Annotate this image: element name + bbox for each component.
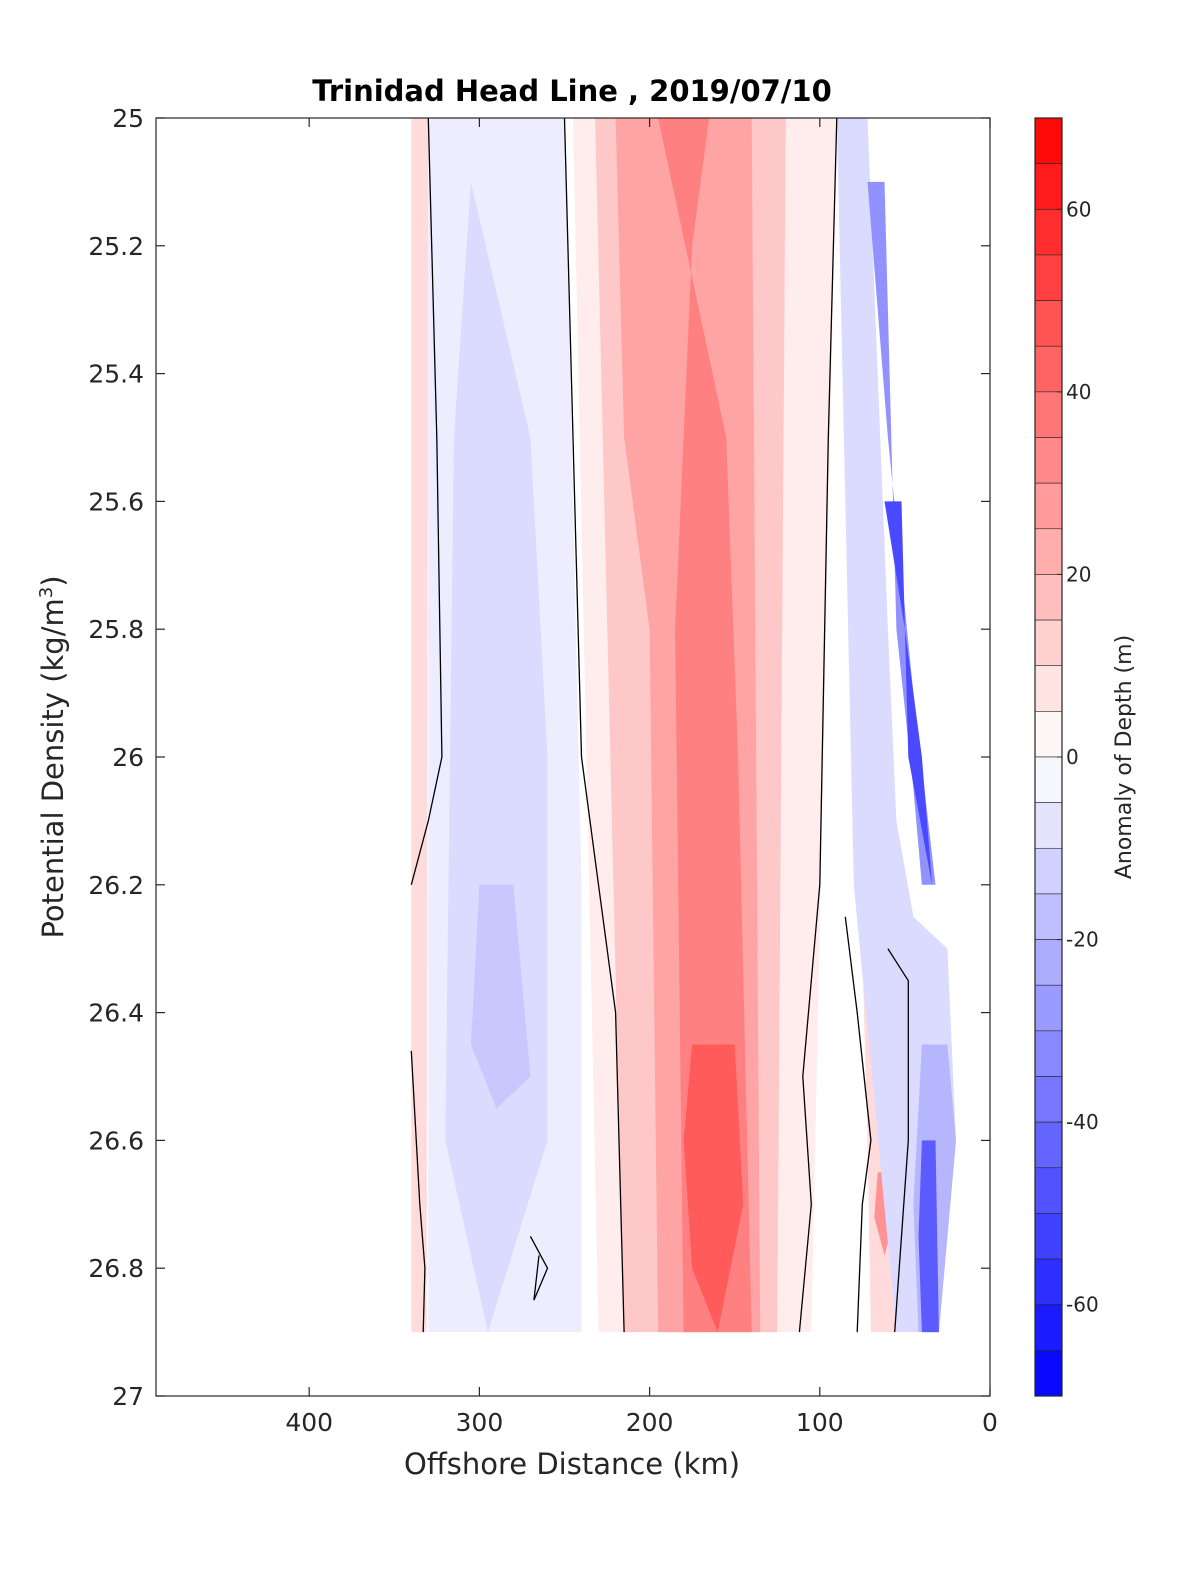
colorbar-band-8	[1034, 437, 1063, 484]
x-tick-label-100: 100	[796, 1408, 844, 1437]
zero-contour-line-3	[563, 118, 625, 1333]
colorbar-band-2	[1034, 163, 1063, 210]
y-tick-label-25.6: 25.6	[88, 487, 144, 516]
colorbar-band-4	[1034, 254, 1063, 301]
colorbar-tick-label-60: 60	[1066, 197, 1091, 221]
colorbar-band-11	[1034, 574, 1063, 621]
x-axis-label: Offshore Distance (km)	[404, 1447, 740, 1481]
colorbar-band-22	[1034, 1076, 1063, 1123]
colorbar-band-7	[1034, 391, 1063, 438]
x-tick-label-200: 200	[626, 1408, 674, 1437]
contour-fill-region-14	[884, 501, 933, 885]
colorbar-tick-label-20: 20	[1066, 562, 1091, 586]
colorbar-tick-label-0: 0	[1066, 745, 1079, 769]
chart-title: Trinidad Head Line , 2019/07/10	[312, 74, 832, 108]
colorbar-band-5	[1034, 300, 1063, 347]
y-tick-label-25: 25	[112, 104, 144, 133]
y-tick-label-25.8: 25.8	[88, 615, 144, 644]
y-axis-label-main: Potential Density (kg/m	[36, 598, 70, 938]
colorbar-tick-label--20: -20	[1066, 928, 1099, 952]
colorbar-label: Anomaly of Depth (m)	[1112, 635, 1137, 879]
x-tick-label-0: 0	[982, 1408, 998, 1437]
colorbar-band-6	[1034, 345, 1063, 393]
y-tick-label-26: 26	[112, 743, 144, 772]
contour-fill-region-8	[658, 118, 752, 1333]
zero-contour-line-5	[844, 916, 872, 1333]
colorbar-tick-label--60: -60	[1066, 1293, 1099, 1317]
zero-contour-line-4	[798, 118, 838, 1333]
colorbar-tick-label--40: -40	[1066, 1110, 1099, 1134]
zero-contour-line-2	[410, 1050, 426, 1333]
colorbar-band-21	[1034, 1030, 1063, 1077]
zero-contour-line-6	[887, 948, 909, 1333]
y-tick-label-26.6: 26.6	[88, 1126, 144, 1155]
contour-fills	[411, 118, 956, 1333]
x-tick-label-400: 400	[285, 1408, 333, 1437]
colorbar-band-16	[1034, 802, 1063, 849]
contour-fill-region-4	[470, 884, 531, 1109]
y-axis-label-superscript: 3	[36, 587, 57, 598]
colorbar-band-18	[1034, 893, 1063, 940]
colorbar-band-10	[1034, 528, 1063, 575]
colorbar-band-13	[1034, 665, 1063, 712]
colorbar-band-12	[1034, 619, 1063, 667]
colorbar-tick-label-40: 40	[1066, 380, 1091, 404]
colorbar-band-24	[1034, 1167, 1063, 1214]
colorbar-band-3	[1034, 208, 1063, 256]
y-tick-label-27: 27	[112, 1382, 144, 1411]
colorbar-band-28	[1034, 1350, 1063, 1397]
contour-fill-region-9	[683, 1044, 744, 1333]
y-axis-label-end: )	[36, 575, 70, 586]
colorbar-ticks: -60 -40 -20 0 20 40 60	[1057, 197, 1099, 1317]
y-tick-label-25.2: 25.2	[88, 232, 144, 261]
colorbar-band-1	[1034, 117, 1063, 164]
colorbar-band-27	[1034, 1304, 1063, 1351]
y-tick-label-26.8: 26.8	[88, 1254, 144, 1283]
contour-fill-region-1	[411, 118, 429, 1333]
y-tick-label-26.4: 26.4	[88, 999, 144, 1028]
colorbar-band-25	[1034, 1213, 1063, 1260]
zero-contour-line-1	[410, 118, 443, 885]
colorbar-band-20	[1034, 984, 1063, 1032]
y-axis-label: Potential Density (kg/m3)	[36, 575, 70, 938]
x-axis: 400 300 200 100 0	[285, 118, 998, 1437]
y-tick-label-26.2: 26.2	[88, 871, 144, 900]
y-tick-label-25.4: 25.4	[88, 360, 144, 389]
colorbar-band-23	[1034, 1121, 1063, 1169]
zero-contour-line-7	[529, 1235, 549, 1301]
colorbar-band-26	[1034, 1258, 1063, 1306]
contour-fill-region-13	[867, 181, 936, 885]
colorbar-band-17	[1034, 847, 1063, 895]
colorbar-band-19	[1034, 939, 1063, 986]
contour-fill-region-12	[836, 118, 956, 1333]
colorbar-band-14	[1034, 711, 1063, 758]
contour-fill-region-16	[918, 1140, 939, 1333]
colorbar-band-15	[1034, 756, 1063, 803]
zero-contour-lines	[410, 118, 909, 1333]
x-tick-label-300: 300	[456, 1408, 504, 1437]
y-axis: 25 25.2 25.4 25.6 25.8 26 26.2 26.4 26.6 26.8 27	[88, 104, 990, 1411]
colorbar-band-9	[1034, 482, 1063, 530]
